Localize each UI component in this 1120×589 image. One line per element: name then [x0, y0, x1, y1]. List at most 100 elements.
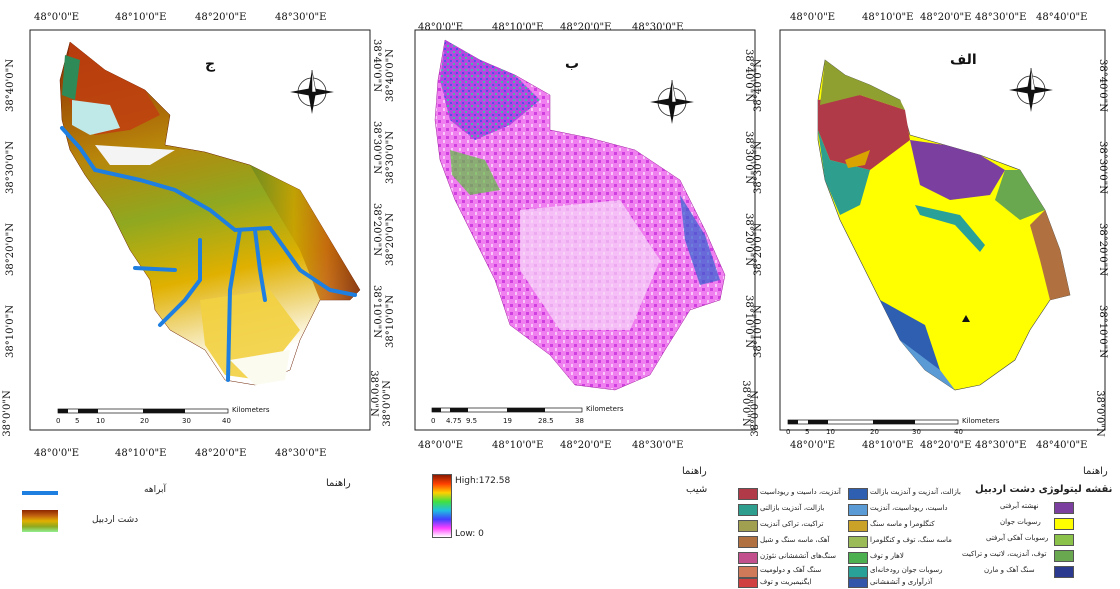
dem-east-ridge [250, 165, 360, 300]
right-lat-label: 38°10'0"N [1096, 305, 1108, 358]
top-lon-label: 48°40'0"E [1036, 12, 1088, 23]
left-lat-label: 38°30'0"N [4, 141, 16, 194]
legend-swatch [738, 520, 758, 532]
scale-tick: 30 [182, 417, 191, 425]
left-lat-label: 38°0'0"N [749, 390, 761, 437]
legend-swatch [738, 488, 758, 500]
bottom-lon-label: 48°20'0"E [195, 448, 247, 459]
bottom-lon-label: 48°0'0"E [418, 440, 464, 451]
scale-tick: 4.75 [446, 417, 462, 425]
litho-unit-teal [818, 130, 870, 215]
left-lat-label: 38°30'0"N [384, 131, 396, 184]
legend-label: لاهار و توف [870, 552, 904, 560]
bottom-lon-label: 48°30'0"E [975, 440, 1027, 451]
litho-unit-purple [910, 140, 1005, 200]
bottom-lon-label: 48°0'0"E [790, 440, 836, 451]
top-lon-label: 48°30'0"E [632, 22, 684, 33]
slope-steep-north [440, 40, 540, 140]
scale-unit: Kilometers [962, 417, 1000, 425]
legend-swatch [1054, 502, 1074, 514]
left-lat-label: 38°20'0"N [384, 213, 396, 266]
legend-swatch [1054, 566, 1074, 578]
bottom-lon-label: 48°10'0"E [115, 448, 167, 459]
legend-swatch [738, 536, 758, 548]
right-lat-label: 38°0'0"N [367, 370, 379, 417]
legend-swatch [848, 578, 868, 588]
legend-label: توف، آندزیت، لاتیت و تراکیت [962, 550, 1047, 558]
left-lat-label: 38°0'0"N [381, 380, 393, 427]
north-arrow-middle [650, 79, 694, 124]
bottom-lon-label: 48°10'0"E [862, 440, 914, 451]
legend-swatch [738, 578, 758, 588]
right-lat-label: 38°40'0"N [370, 39, 382, 92]
scale-tick: 20 [870, 428, 879, 436]
dem-lake [72, 100, 120, 135]
legend-label: رسوبات جوان [1000, 518, 1041, 526]
legend-label: تراکیت، تراکی آندزیت [760, 520, 824, 528]
legend-swatch [848, 566, 868, 578]
left-lat-label: 38°0'0"N [1, 390, 13, 437]
legend-swatch [848, 488, 868, 500]
scale-tick: 10 [96, 417, 105, 425]
scale-tick: 28.5 [538, 417, 554, 425]
river-network [60, 126, 357, 382]
legend-swatch [848, 520, 868, 532]
legend-swatch [1054, 518, 1074, 530]
litho-unit-red [818, 95, 910, 170]
top-lon-label: 48°30'0"E [275, 12, 327, 23]
dem-ramp-swatch [22, 510, 58, 532]
left-lat-label: 38°40'0"N [384, 49, 396, 102]
bottom-lon-label: 48°40'0"E [1036, 440, 1088, 451]
slope-flat-center [520, 200, 660, 330]
left-lat-label: 38°30'0"N [752, 141, 764, 194]
dem-south-white [230, 350, 290, 385]
ramp-high-label: High:172.58 [455, 476, 511, 486]
dem-green-strip [62, 55, 80, 100]
scale-tick: 20 [140, 417, 149, 425]
scale-bar-left [57, 408, 229, 414]
top-lon-label: 48°20'0"E [560, 22, 612, 33]
top-lon-label: 48°0'0"E [418, 22, 464, 33]
legend-swatch [848, 552, 868, 564]
legend-swatch [738, 504, 758, 516]
litho-unit-lightblue [900, 340, 955, 390]
right-lat-label: 38°0'0"N [1093, 390, 1105, 437]
scale-tick: 0 [431, 417, 436, 425]
bottom-lon-label: 48°20'0"E [920, 440, 972, 451]
top-lon-label: 48°20'0"E [920, 12, 972, 23]
top-lon-label: 48°10'0"E [862, 12, 914, 23]
bottom-lon-label: 48°30'0"E [275, 448, 327, 459]
left-lat-label: 38°10'0"N [752, 305, 764, 358]
right-lat-label: 38°10'0"N [370, 285, 382, 338]
bottom-lon-label: 48°30'0"E [632, 440, 684, 451]
scale-bar-middle [431, 407, 583, 413]
dem-region [59, 41, 361, 386]
legend-label: داسیت، ریوداسیت، آندزیت [870, 504, 948, 512]
legend-label: آهک، ماسه سنگ و شیل [760, 536, 830, 544]
legend-heading: راهنما [682, 466, 707, 477]
slope-steep-west [450, 150, 500, 195]
legend-label: بازالت، آندزیت بازالتی [760, 504, 825, 512]
legend-label: آذرآواری و آتشفشانی [870, 578, 933, 586]
ramp-low-label: Low: 0 [455, 529, 484, 539]
top-lon-label: 48°0'0"E [34, 12, 80, 23]
top-lon-label: 48°30'0"E [975, 12, 1027, 23]
legend-label: ماسه سنگ، توف و کنگلومرا [870, 536, 952, 544]
legend-label: رسوبات جوان رودخانه‌ای [870, 566, 943, 574]
right-lat-label: 38°30'0"N [1096, 141, 1108, 194]
legend-swatch [1054, 534, 1074, 546]
legend-label: سنگ آهک و دولومیت [760, 566, 822, 574]
scale-tick: 38 [575, 417, 584, 425]
scale-tick: 9.5 [466, 417, 478, 425]
lithology-map-panel [779, 29, 1106, 431]
bottom-lon-label: 48°0'0"E [34, 448, 80, 459]
right-lat-label: 38°20'0"N [370, 203, 382, 256]
triangle-marker [962, 315, 970, 322]
legend-label: رسوبات آهکی آبرفتی [986, 534, 1049, 542]
legend-swatch [1054, 550, 1074, 562]
legend-label: ایگنیمبریت و توف [760, 578, 812, 586]
litho-unit-blue [880, 300, 940, 370]
scale-unit: Kilometers [586, 405, 624, 413]
legend-swatch [738, 552, 758, 564]
left-lat-label: 38°20'0"N [752, 223, 764, 276]
